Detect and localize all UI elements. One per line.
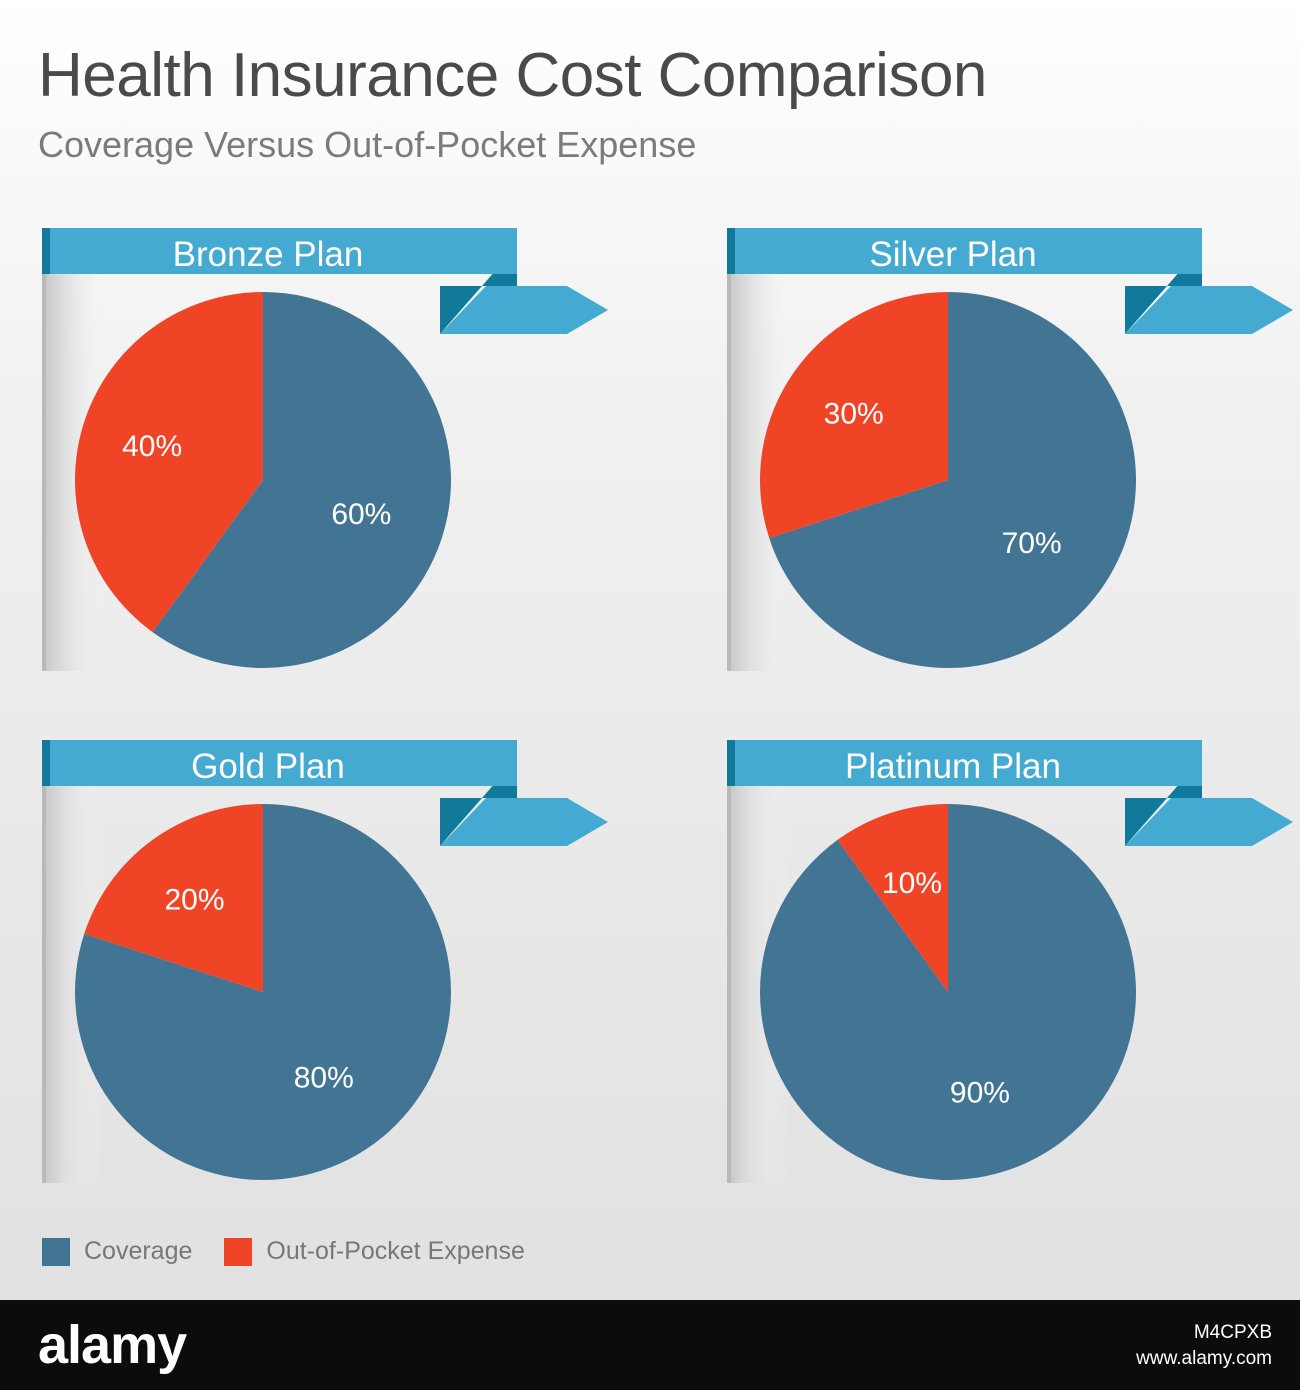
- pie-charts: Bronze Plan 40% 60% Silver Plan 30% 70% Gold P…: [42, 228, 1293, 1183]
- gold-plan-label-out-of-pocket: 20%: [164, 884, 224, 917]
- silver-plan-banner-edge: [727, 228, 735, 274]
- gold-plan-label-coverage: 80%: [294, 1062, 354, 1095]
- legend-swatch-out-of-pocket: [224, 1237, 253, 1266]
- silver-plan-slice-coverage: [769, 292, 1136, 668]
- footer-logo: alamy: [38, 1315, 187, 1375]
- silver-plan-label-out-of-pocket: 30%: [824, 397, 884, 430]
- bronze-plan-banner-edge: [42, 228, 50, 274]
- infographic-canvas: Health Insurance Cost Comparison Coverag…: [0, 0, 1300, 1300]
- silver-plan-title: Silver Plan: [869, 235, 1036, 274]
- legend-swatch-coverage: [42, 1237, 70, 1266]
- gold-plan-banner: [42, 740, 517, 786]
- legend-label-out-of-pocket: Out-of-Pocket Expense: [266, 1237, 525, 1265]
- gold-plan-title: Gold Plan: [191, 747, 345, 786]
- platinum-plan-slice-out-of-pocket: [837, 804, 948, 992]
- bronze-plan-slice-coverage: [152, 292, 451, 668]
- platinum-plan-ribbon-arrow: [1125, 798, 1293, 846]
- bronze-plan-title: Bronze Plan: [173, 235, 364, 274]
- footer-bar: alamy M4CPXB www.alamy.com: [0, 1300, 1300, 1390]
- page-subtitle: Coverage Versus Out-of-Pocket Expense: [38, 124, 697, 165]
- platinum-plan-panel-edge: [727, 740, 731, 1183]
- platinum-plan-slice-coverage: [759, 804, 1136, 1180]
- bronze-plan-panel-edge: [42, 228, 46, 671]
- platinum-plan-banner: [727, 740, 1202, 786]
- footer-reference: M4CPXB www.alamy.com: [1136, 1320, 1272, 1372]
- bronze-plan-slice-out-of-pocket: [74, 291, 263, 633]
- silver-plan-panel-edge: [727, 228, 731, 671]
- silver-plan-label-coverage: 70%: [1002, 527, 1062, 560]
- platinum-plan-label-coverage: 90%: [950, 1076, 1010, 1109]
- legend-label-coverage: Coverage: [84, 1237, 193, 1265]
- bronze-plan-label-coverage: 60%: [331, 498, 391, 531]
- bronze-plan-ribbon-arrow: [440, 286, 608, 334]
- bronze-plan-banner: [42, 228, 517, 274]
- gold-plan-ribbon-arrow: [440, 798, 608, 846]
- footer-image-id: M4CPXB: [1193, 1322, 1272, 1343]
- gold-plan-banner-edge: [42, 740, 50, 786]
- silver-plan-slice-out-of-pocket: [759, 292, 948, 539]
- silver-plan-ribbon-arrow: [1125, 286, 1293, 334]
- gold-plan-slice-out-of-pocket: [84, 804, 263, 992]
- bronze-plan-label-out-of-pocket: 40%: [122, 430, 182, 463]
- platinum-plan-title: Platinum Plan: [845, 747, 1061, 786]
- platinum-plan-label-out-of-pocket: 10%: [882, 867, 942, 900]
- page-title: Health Insurance Cost Comparison: [38, 41, 987, 110]
- legend: Coverage Out-of-Pocket Expense: [42, 1237, 557, 1266]
- platinum-plan-banner-edge: [727, 740, 735, 786]
- gold-plan-panel-edge: [42, 740, 46, 1183]
- footer-site: www.alamy.com: [1136, 1348, 1272, 1369]
- legend-item-coverage: Coverage: [42, 1237, 192, 1266]
- silver-plan-banner: [727, 228, 1202, 274]
- legend-item-out-of-pocket: Out-of-Pocket Expense: [224, 1237, 525, 1266]
